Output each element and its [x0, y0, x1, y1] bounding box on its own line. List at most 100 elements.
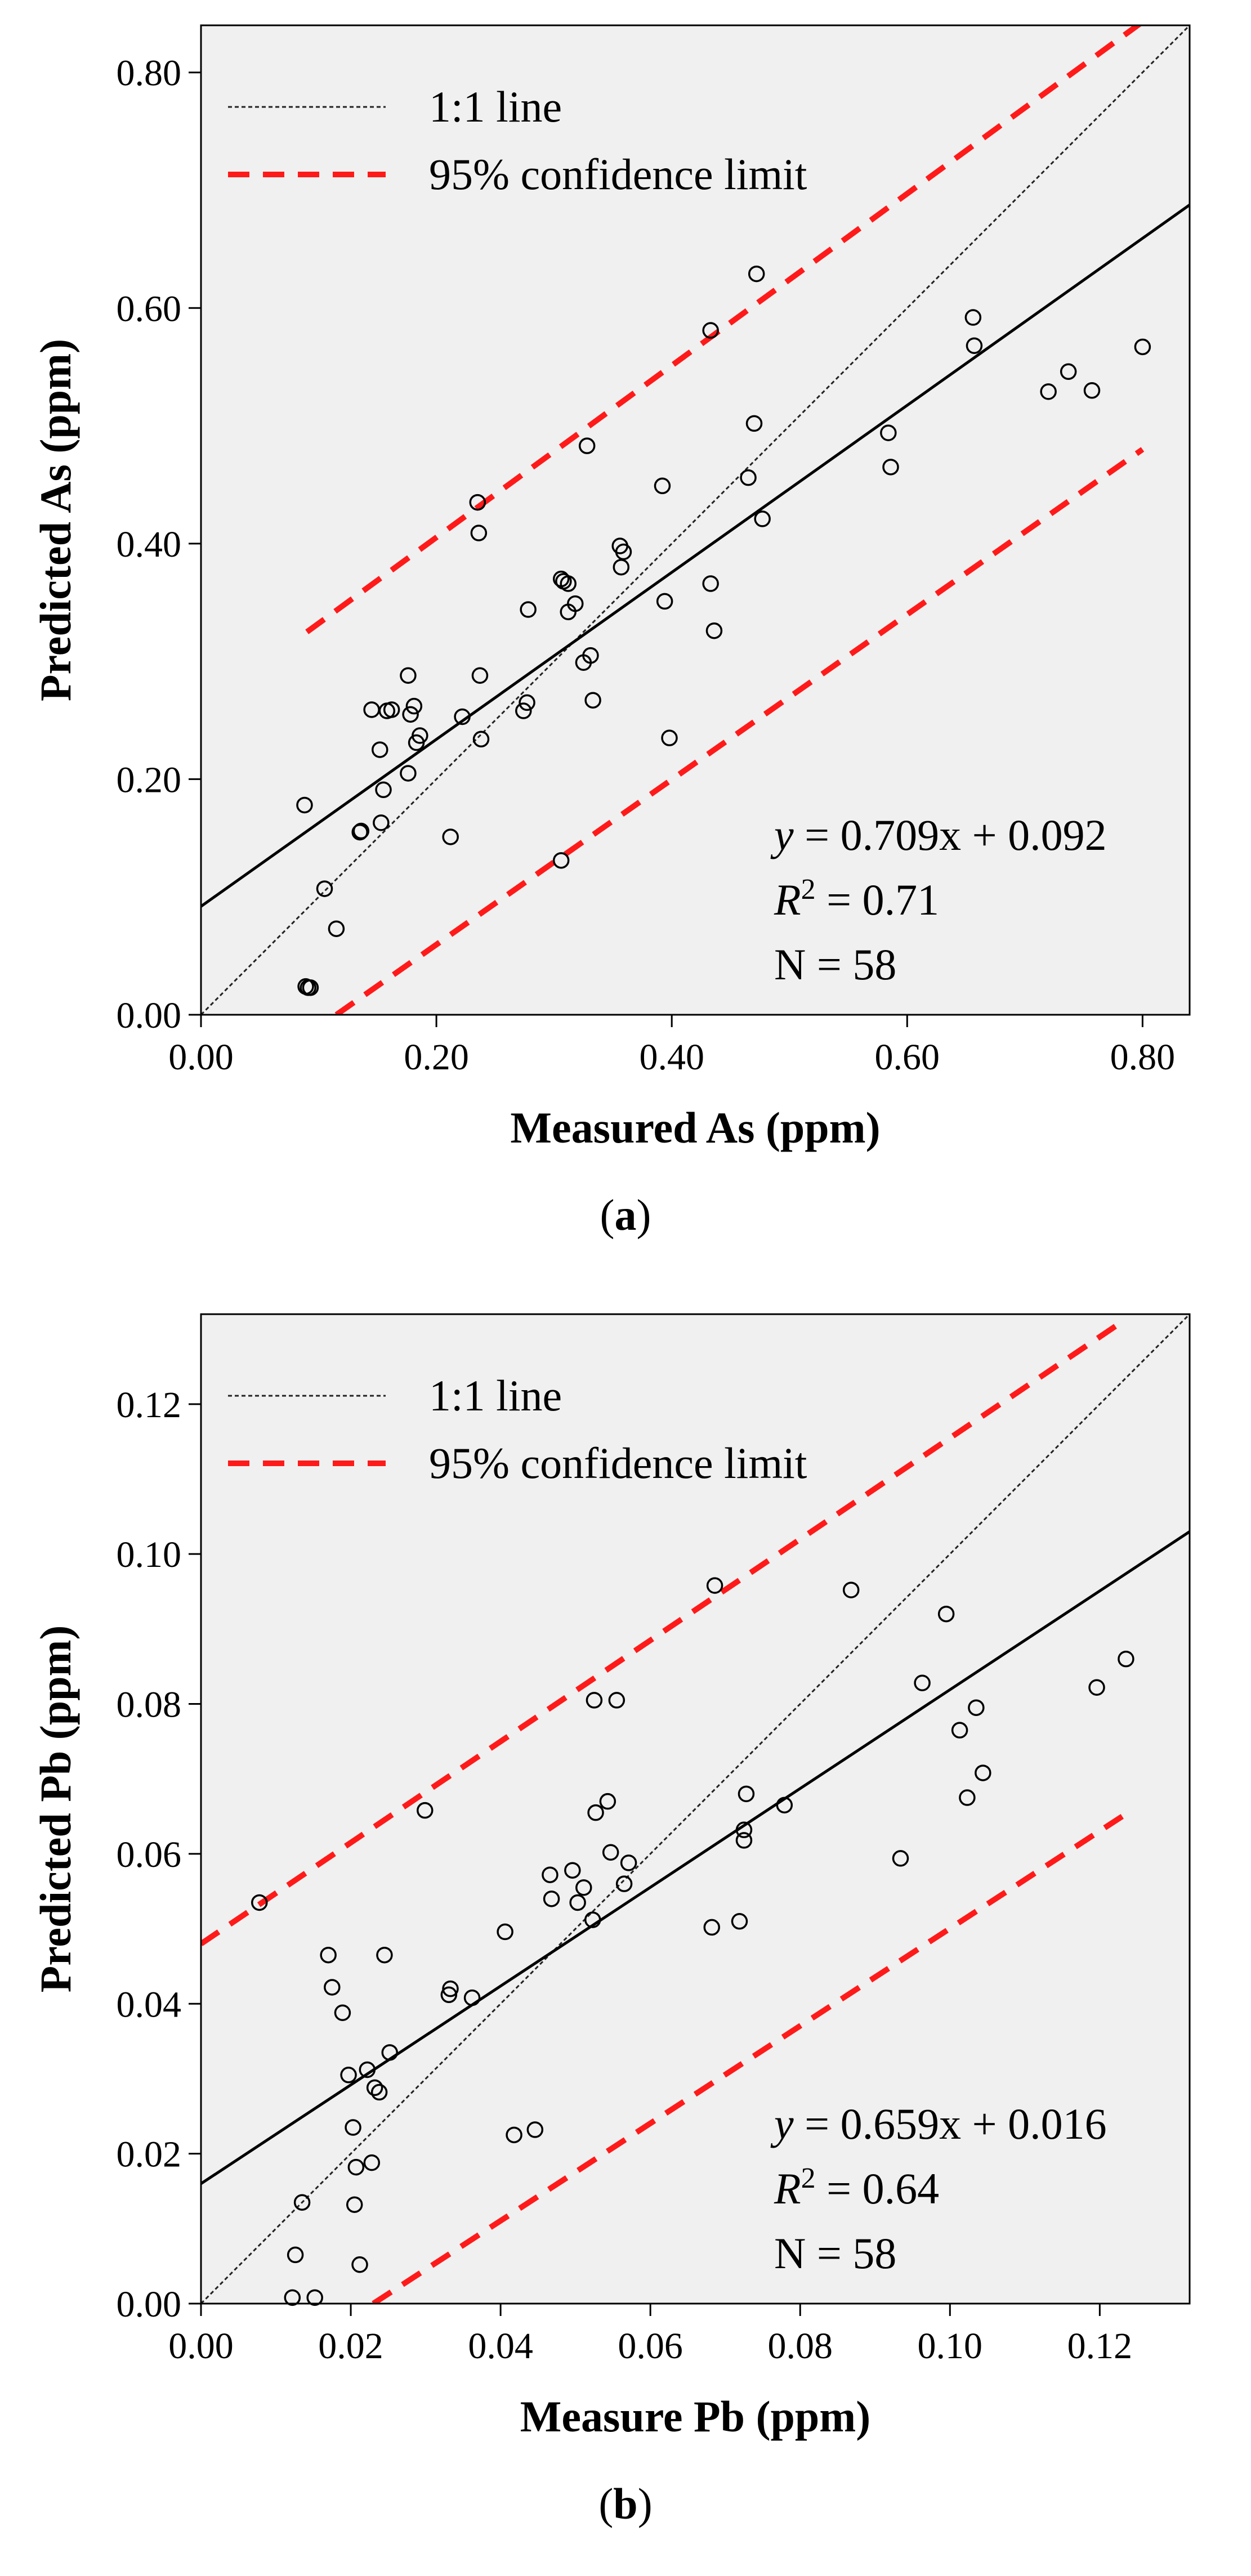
data-point	[615, 543, 632, 561]
data-point	[469, 494, 486, 511]
data-point	[613, 558, 630, 576]
data-point	[560, 575, 577, 592]
data-point	[302, 979, 319, 996]
data-point	[951, 1722, 968, 1739]
r-squared-exponent: 2	[801, 873, 816, 906]
data-point	[320, 1946, 337, 1964]
r-squared-variable: R	[774, 2164, 801, 2213]
data-point	[587, 1804, 604, 1821]
data-point	[519, 694, 535, 711]
data-point	[346, 2196, 363, 2213]
data-point	[251, 1894, 268, 1911]
confidence-limit-upper	[201, 1319, 1124, 1946]
regression-equation: y = 0.709x + 0.092	[770, 810, 1107, 859]
data-point	[661, 729, 678, 746]
data-point	[654, 477, 671, 495]
data-point	[366, 2079, 383, 2096]
data-point	[705, 622, 723, 639]
x-tick-label: 0.08	[767, 2326, 833, 2367]
equation-variable: y	[770, 810, 794, 859]
data-point	[296, 796, 313, 814]
data-point	[316, 880, 333, 897]
data-point	[552, 852, 570, 869]
data-point	[731, 1913, 748, 1930]
data-point	[703, 1919, 721, 1936]
data-point	[497, 1923, 513, 1941]
r-squared-exponent: 2	[801, 2162, 816, 2194]
data-point	[1060, 363, 1077, 380]
data-point	[745, 415, 763, 432]
data-point	[567, 595, 584, 612]
panel-label-close: )	[638, 2479, 653, 2528]
regression-line	[201, 1530, 1190, 2185]
scatter-plot-pb: 0.00 0.02 0.04 0.06 0.08 0.10 0.12 0.00 0.02 0.04…	[31, 1313, 1191, 2528]
plot-frame	[200, 24, 1191, 1016]
data-point	[405, 697, 423, 715]
data-point	[754, 510, 771, 527]
y-tick-label: 0.10	[117, 1534, 182, 1575]
data-point	[702, 322, 719, 339]
data-point	[340, 2067, 357, 2084]
x-tick-label: 0.00	[168, 2326, 234, 2367]
data-point	[506, 2126, 522, 2144]
y-tick-label: 0.40	[117, 524, 182, 565]
panel-label-open: (	[598, 2479, 613, 2528]
x-tick-label: 0.40	[639, 1037, 704, 1078]
data-point	[454, 708, 471, 725]
r-squared-value: = 0.64	[816, 2164, 940, 2213]
data-point	[471, 667, 489, 684]
data-point	[735, 1832, 753, 1849]
data-point	[608, 1692, 626, 1709]
panel-label-letter: b	[613, 2479, 637, 2528]
data-point	[584, 692, 601, 709]
data-point	[1118, 1650, 1134, 1668]
one-to-one-line	[201, 1314, 1190, 2304]
data-point	[287, 2246, 304, 2264]
data-point	[575, 1879, 592, 1896]
y-tick-label: 0.02	[117, 2134, 182, 2175]
data-point	[515, 702, 532, 719]
data-point	[417, 1802, 434, 1819]
data-point	[1040, 383, 1057, 400]
data-point	[569, 1894, 586, 1911]
legend-label-confidence: 95% confidence limit	[429, 1439, 807, 1488]
confidence-limit-lower	[372, 1814, 1124, 2304]
confidence-limit-lower	[334, 447, 1145, 1015]
data-point	[376, 1946, 393, 1964]
x-tick-label: 0.80	[1110, 1037, 1176, 1078]
data-point	[706, 1577, 723, 1594]
data-point	[345, 2119, 361, 2136]
plot-lines	[201, 25, 1190, 1015]
data-point	[543, 1890, 560, 1907]
panel-label: (b)	[598, 2479, 652, 2528]
data-point	[442, 1980, 459, 1997]
data-point	[359, 2061, 376, 2078]
x-tick-label: 0.10	[918, 2326, 983, 2367]
x-tick-label: 0.00	[168, 1037, 234, 1078]
data-point	[520, 601, 537, 618]
data-point	[842, 1582, 860, 1598]
x-axis-title: Measure Pb (ppm)	[520, 2392, 871, 2441]
data-point	[1083, 382, 1101, 399]
data-point	[526, 2121, 544, 2138]
data-point	[383, 701, 400, 718]
x-tick-label: 0.04	[468, 2326, 533, 2367]
equation-body: = 0.659x + 0.016	[794, 2099, 1107, 2148]
data-point	[735, 1821, 753, 1839]
r-squared-variable: R	[774, 875, 801, 924]
data-point	[334, 2004, 351, 2022]
y-tick-label: 0.06	[117, 1834, 182, 1875]
y-axis-title: Predicted Pb (ppm)	[31, 1625, 80, 1993]
data-point	[324, 1979, 341, 1996]
data-point	[363, 2154, 381, 2171]
y-tick-label: 0.00	[117, 2284, 182, 2325]
data-point	[968, 1699, 985, 1716]
sample-count: N = 58	[774, 940, 896, 989]
data-point	[440, 1986, 458, 2004]
r-squared-value: = 0.71	[816, 875, 940, 924]
data-point	[542, 1866, 559, 1883]
y-tick-label: 0.08	[117, 1685, 182, 1726]
y-tick-label: 0.00	[117, 995, 182, 1036]
data-point	[599, 1793, 616, 1810]
data-point	[400, 667, 417, 684]
